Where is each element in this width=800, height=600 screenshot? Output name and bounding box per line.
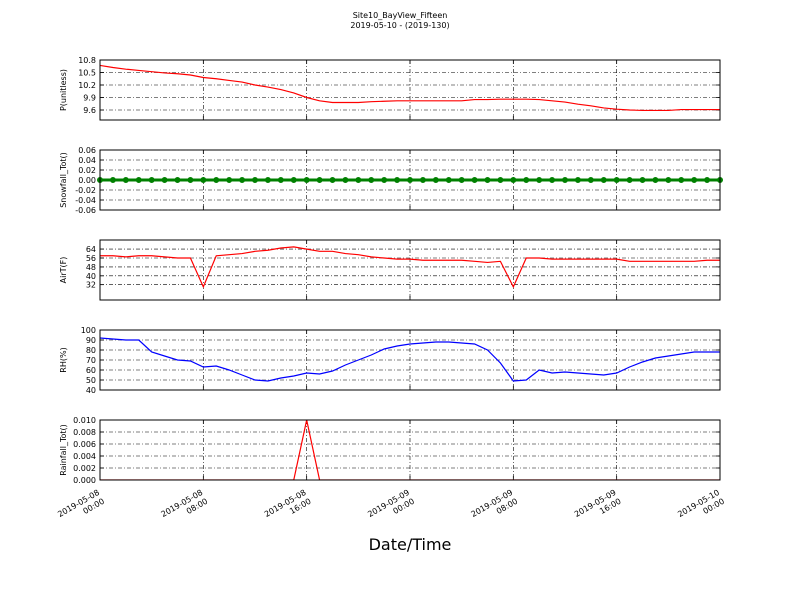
data-point: [122, 177, 129, 183]
y-axis-label: Snowfall_Tot(): [59, 152, 68, 208]
data-point: [678, 177, 685, 183]
data-point: [523, 177, 530, 183]
data-point: [419, 177, 426, 183]
plot-frame: [99, 419, 721, 481]
y-tick-label: 0.000: [73, 476, 96, 485]
data-point: [458, 177, 465, 183]
y-axis-label: AirT(F): [59, 257, 68, 284]
data-point: [704, 177, 711, 183]
data-line: [100, 337, 720, 382]
y-axis-label: P(unitless): [59, 69, 68, 111]
y-tick-label: 0.002: [73, 464, 96, 473]
y-tick-label: 80: [86, 346, 96, 355]
data-point: [536, 177, 543, 183]
y-tick-label: 32: [86, 281, 96, 290]
data-point: [290, 177, 297, 183]
x-axis-label: Date/Time: [369, 535, 452, 554]
data-point: [432, 177, 439, 183]
data-point: [484, 177, 491, 183]
data-point: [639, 177, 646, 183]
chart-subtitle: 2019-05-10 - (2019-130): [350, 21, 449, 30]
y-tick-label: -0.04: [75, 196, 96, 205]
data-point: [200, 177, 207, 183]
data-point: [497, 177, 504, 183]
data-point: [264, 177, 271, 183]
data-point: [226, 177, 233, 183]
data-point: [109, 177, 116, 183]
y-tick-label: 64: [86, 245, 96, 254]
data-point: [471, 177, 478, 183]
data-point: [161, 177, 168, 183]
data-point: [252, 177, 258, 183]
data-point: [355, 177, 362, 183]
y-tick-label: 9.9: [83, 94, 96, 103]
data-point: [394, 177, 401, 183]
data-point: [213, 177, 220, 183]
data-point: [407, 177, 413, 183]
plot-frame: [99, 329, 721, 391]
y-tick-label: -0.02: [75, 186, 96, 195]
data-line: [100, 246, 720, 289]
data-point: [510, 177, 517, 183]
data-point: [626, 177, 633, 183]
plot-frame: [99, 149, 721, 211]
y-tick-label: 10.5: [78, 69, 96, 78]
y-tick-label: 0.04: [78, 156, 96, 165]
data-point: [445, 177, 452, 183]
data-point: [600, 177, 607, 183]
data-point: [342, 177, 349, 183]
y-tick-label: 100: [81, 326, 96, 335]
y-tick-label: 10.2: [78, 81, 96, 90]
y-tick-label: 0.00: [78, 176, 96, 185]
data-point: [187, 177, 194, 183]
data-line: [100, 64, 720, 112]
y-tick-label: 90: [86, 336, 96, 345]
y-tick-label: 0.006: [73, 440, 96, 449]
data-point: [329, 177, 336, 183]
data-point: [148, 177, 155, 183]
y-tick-label: 0.010: [73, 416, 96, 425]
y-tick-label: 60: [86, 366, 96, 375]
data-point: [174, 177, 181, 183]
data-point: [239, 177, 246, 183]
y-tick-label: -0.06: [75, 206, 96, 215]
y-tick-label: 48: [86, 263, 96, 272]
y-tick-label: 9.6: [83, 106, 96, 115]
data-point: [277, 177, 284, 183]
y-axis-label: Rainfall_Tot(): [59, 424, 68, 476]
data-point: [562, 177, 568, 183]
y-tick-label: 0.004: [73, 452, 96, 461]
data-point: [303, 177, 310, 183]
plot-frame: [99, 239, 721, 301]
y-axis-label: RH(%): [59, 347, 68, 372]
plot-frame: [99, 59, 721, 121]
y-tick-label: 0.06: [78, 146, 96, 155]
chart-title: Site10_BayView_Fifteen: [353, 11, 448, 20]
y-tick-label: 50: [86, 376, 96, 385]
y-tick-label: 0.008: [73, 428, 96, 437]
y-tick-label: 56: [86, 254, 96, 263]
y-tick-label: 40: [86, 386, 96, 395]
data-point: [574, 177, 581, 183]
data-point: [691, 177, 698, 183]
y-tick-label: 10.8: [78, 56, 96, 65]
y-tick-label: 40: [86, 272, 96, 281]
data-point: [665, 177, 672, 183]
data-point: [368, 177, 375, 183]
data-point: [381, 177, 388, 183]
data-point: [587, 177, 594, 183]
y-tick-label: 0.02: [78, 166, 96, 175]
data-point: [613, 177, 620, 183]
data-point: [135, 177, 142, 183]
y-tick-label: 70: [86, 356, 96, 365]
data-point: [549, 177, 556, 183]
data-point: [316, 177, 323, 183]
data-point: [652, 177, 659, 183]
